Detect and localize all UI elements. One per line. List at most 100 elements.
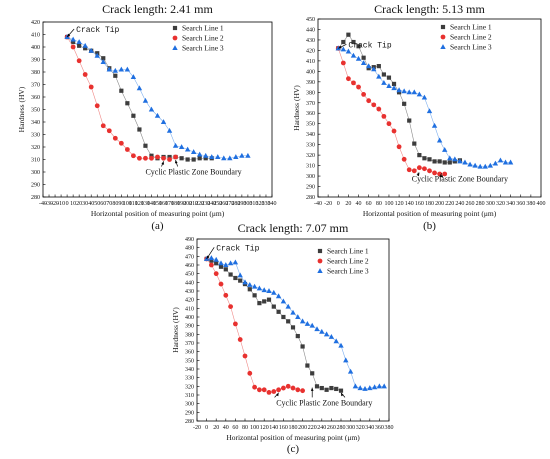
data-point [172, 142, 179, 148]
data-point [160, 119, 167, 124]
data-point [237, 272, 243, 278]
data-point [71, 39, 76, 45]
data-point [396, 144, 402, 150]
x-tick-label: 160 [415, 201, 424, 207]
y-tick-label: 480 [185, 246, 194, 252]
data-point [402, 101, 407, 106]
data-point [101, 56, 106, 61]
series-1 [65, 34, 214, 162]
x-tick-label: 40 [356, 201, 362, 207]
y-tick-label: 390 [306, 80, 315, 86]
x-tick-label: 180 [425, 201, 434, 207]
data-point [233, 154, 239, 159]
data-point [208, 255, 215, 261]
data-point [442, 146, 448, 152]
x-tick-label: 320 [356, 425, 365, 431]
data-point [82, 42, 88, 48]
data-point [167, 157, 172, 162]
data-point [422, 166, 427, 172]
x-tick-label: 380 [526, 201, 535, 207]
data-point [341, 39, 346, 45]
annotation-arrowhead [275, 392, 279, 397]
data-point [401, 88, 407, 94]
x-tick-label: 20 [213, 425, 219, 431]
data-point [396, 87, 402, 93]
y-tick-label: 290 [31, 183, 40, 189]
x-tick-label: 330 [261, 201, 270, 207]
data-point [223, 267, 228, 272]
data-point [262, 299, 267, 304]
data-point [452, 156, 458, 162]
y-tick-label: 400 [306, 69, 315, 75]
data-point [432, 170, 437, 176]
data-point [334, 386, 339, 392]
data-point [381, 113, 387, 119]
data-point [346, 76, 351, 82]
data-point [280, 298, 287, 304]
x-axis-label: Horizontal position of measuring point (… [226, 433, 360, 442]
y-tick-label: 310 [306, 164, 315, 170]
data-point [436, 137, 443, 143]
legend-label: Search Line 3 [182, 44, 224, 53]
data-point [238, 278, 243, 283]
data-point [166, 127, 173, 133]
data-point [305, 363, 310, 368]
x-tick-label: 240 [207, 201, 216, 207]
data-point [416, 165, 422, 171]
x-tick-label: 200 [435, 201, 444, 207]
data-point [437, 159, 442, 164]
data-point [100, 123, 106, 129]
data-point [221, 155, 227, 161]
data-point [275, 293, 282, 299]
data-point [281, 385, 286, 391]
data-point [347, 368, 354, 374]
data-point [112, 67, 119, 73]
boundary-label: Cyclic Plastic Zone Boundary [145, 168, 241, 177]
data-point [457, 158, 463, 164]
data-point [365, 63, 372, 69]
x-tick-label: 70 [106, 201, 112, 207]
x-tick-label: 120 [395, 201, 404, 207]
legend-label: Search Line 1 [182, 24, 224, 33]
data-point [233, 321, 238, 327]
data-point [142, 97, 149, 103]
x-axis-label: Horizontal position of measuring point (… [91, 209, 225, 218]
x-tick-label: 0 [66, 201, 69, 207]
data-point [271, 389, 277, 394]
series-line [66, 36, 212, 160]
data-point [411, 168, 417, 174]
legend-marker [317, 258, 323, 264]
data-point [346, 32, 351, 37]
legend-label: Search Line 2 [182, 34, 224, 43]
data-point [447, 155, 453, 161]
annotation-arrowhead [416, 172, 420, 177]
data-point [304, 321, 311, 326]
x-tick-label: 150 [153, 201, 162, 207]
data-point [148, 106, 155, 112]
data-point [431, 122, 438, 128]
series-3 [64, 34, 251, 161]
y-tick-label: 410 [306, 59, 315, 65]
data-point [118, 66, 125, 72]
x-tick-label: 180 [289, 425, 298, 431]
data-point [227, 260, 234, 266]
panel-a: Crack length: 2.41 mm-40-30-20-10 0 10 20 30… [17, 2, 277, 232]
data-point [406, 89, 412, 95]
data-point [351, 80, 356, 86]
data-point [366, 98, 372, 104]
y-tick-label: 370 [306, 101, 315, 107]
x-tick-label: 140 [269, 425, 278, 431]
data-point [130, 153, 136, 159]
x-tick-label: 40 [88, 201, 94, 207]
y-tick-label: 310 [185, 393, 194, 399]
series-line [338, 48, 511, 167]
y-tick-label: 390 [185, 324, 194, 330]
x-tick-label: 0 [337, 201, 340, 207]
x-tick-label: 20 [345, 201, 351, 207]
legend-label: Search Line 3 [450, 43, 492, 52]
data-point [355, 55, 362, 61]
y-tick-label: 340 [306, 132, 315, 138]
data-point [426, 108, 433, 114]
x-tick-label: 230 [201, 201, 210, 207]
data-point [209, 258, 214, 263]
